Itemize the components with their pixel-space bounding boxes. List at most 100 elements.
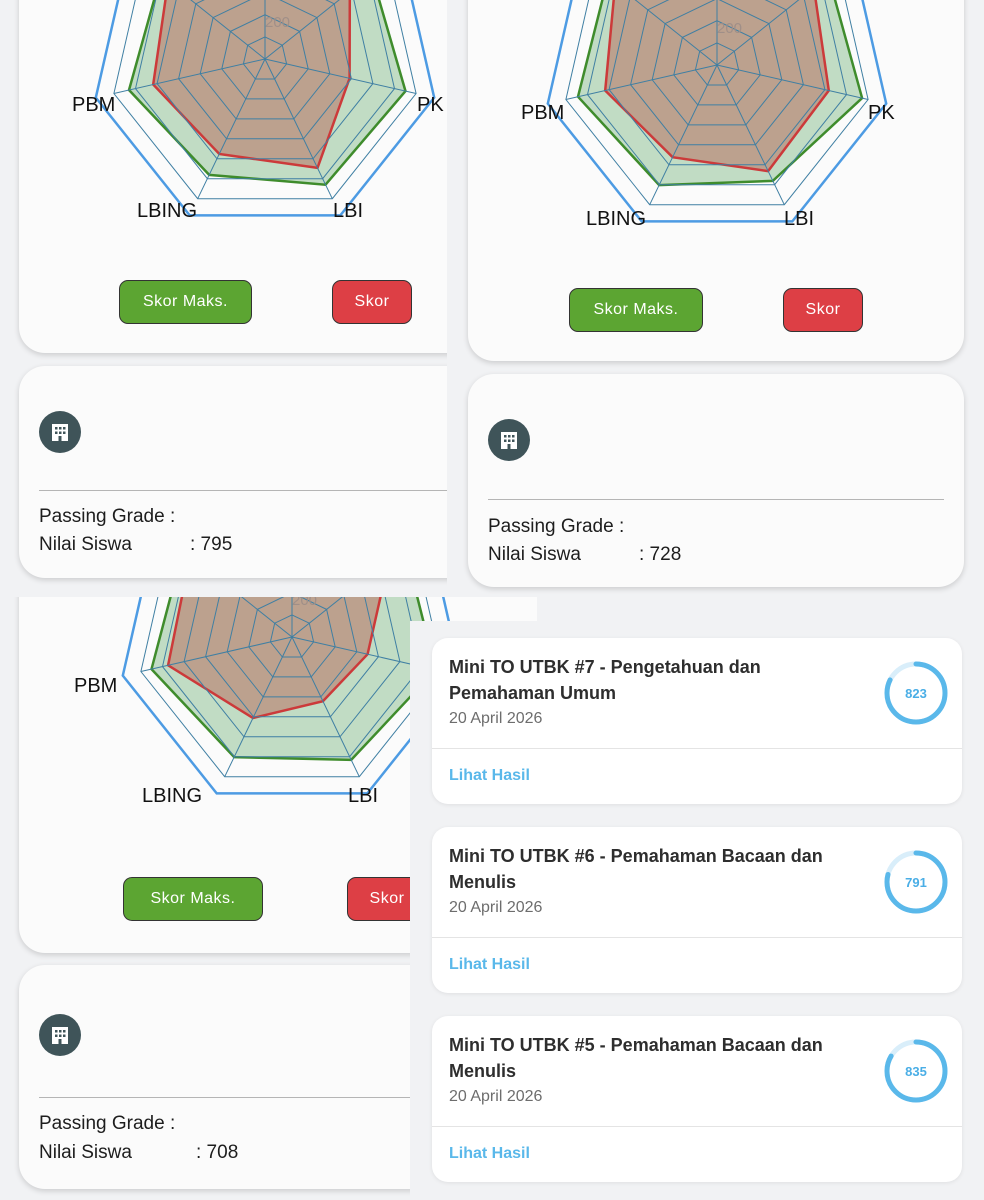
grid-ring <box>140 597 444 778</box>
legend-score-button[interactable]: Skor <box>332 280 412 324</box>
grid-ring <box>178 0 352 140</box>
grid-spoke <box>113 58 266 94</box>
legend-max-score-button[interactable]: Skor Maks. <box>123 877 263 921</box>
axis-label-pbm: PBM <box>521 102 564 124</box>
grid-spoke <box>291 636 360 777</box>
result-card[interactable]: Mini TO UTBK #5 - Pemahaman Bacaan dan M… <box>432 1016 962 1182</box>
grid-ring <box>199 0 331 120</box>
grid-spoke <box>716 64 785 205</box>
axis-label-lbi: LBI <box>348 785 378 807</box>
max-score-outline <box>546 0 888 223</box>
radar-chart: 200 PBM PK LBING LBI <box>521 0 895 230</box>
score-area <box>151 0 352 170</box>
grid-ring <box>673 20 761 106</box>
result-card[interactable]: Mini TO UTBK #6 - Pemahaman Bacaan dan M… <box>432 827 962 993</box>
building-icon <box>488 419 530 461</box>
result-title: Mini TO UTBK #6 - Pemahaman Bacaan dan M… <box>449 846 823 892</box>
ring-progress <box>884 850 948 914</box>
score-area <box>166 597 382 720</box>
grid-ring <box>183 597 401 738</box>
nilai-siswa-label: Nilai Siswa <box>488 544 581 565</box>
grid-spoke <box>649 64 718 205</box>
divider <box>488 499 944 500</box>
grid-ring <box>630 0 804 146</box>
score-value: 823 <box>905 686 927 701</box>
nilai-siswa-value: : 728 <box>639 544 682 565</box>
grid-ring <box>651 0 783 126</box>
grid-ring <box>586 0 848 186</box>
grid-ring <box>221 14 309 100</box>
grid-ring <box>608 0 826 166</box>
score-info-card: Passing Grade : Nilai Siswa : 728 <box>468 374 964 587</box>
result-title: Mini TO UTBK #7 - Pengetahuan dan Pemaha… <box>449 657 761 703</box>
grid-ring <box>242 36 288 80</box>
grid-ring <box>269 614 315 658</box>
legend-max-score-button[interactable]: Skor Maks. <box>119 280 252 324</box>
axis-label-lbi: LBI <box>784 208 814 230</box>
nilai-siswa-value: : 795 <box>190 534 233 555</box>
radar-panel-2: 200 PBM PK LBING LBI Skor Maks. Skor Pas… <box>447 0 984 597</box>
legend-max-score-button[interactable]: Skor Maks. <box>569 288 703 332</box>
passing-grade-label: Passing Grade : <box>39 506 176 527</box>
view-result-link[interactable]: Lihat Hasil <box>449 1145 530 1162</box>
passing-grade-label: Passing Grade : <box>39 1113 176 1134</box>
building-icon <box>39 1014 81 1056</box>
radar-chart: 200 PBM LBING LBI <box>74 597 463 807</box>
grid-spoke <box>716 0 800 66</box>
grid-ring <box>156 0 374 160</box>
axis-label-pk: PK <box>417 94 444 116</box>
radar-chart-card: 200 PBM PK LBING LBI Skor Maks. Skor <box>468 0 964 361</box>
axis-label-pbm: PBM <box>74 675 117 697</box>
grid-spoke <box>716 64 869 100</box>
grid-spoke <box>565 64 718 100</box>
score-value: 791 <box>905 875 927 890</box>
nilai-siswa-label: Nilai Siswa <box>39 534 132 555</box>
axis-label-lbi: LBI <box>333 200 363 222</box>
result-date: 20 April 2026 <box>449 710 543 727</box>
legend-score-button[interactable]: Skor <box>783 288 863 332</box>
grid-ring <box>161 597 423 758</box>
divider <box>432 1126 962 1127</box>
axis-label-lbing: LBING <box>586 208 646 230</box>
result-date: 20 April 2026 <box>449 899 543 916</box>
grid-spoke <box>241 597 293 638</box>
building-icon <box>39 411 81 453</box>
grid-ring <box>226 597 358 698</box>
grid-spoke <box>190 0 266 60</box>
grid-ring <box>248 597 336 678</box>
grid-ring <box>565 0 869 206</box>
score-ring: 791 <box>884 850 948 914</box>
ring-progress <box>884 661 948 725</box>
ring-progress <box>884 1039 948 1103</box>
divider <box>39 490 447 491</box>
grid-spoke <box>264 58 333 199</box>
radar-panel-1: 200 PBM PK LBING LBI Skor Maks. Skor Pas… <box>0 0 447 600</box>
score-ring: 823 <box>884 661 948 725</box>
radar-chart: 200 PBM PK LBING LBI <box>72 0 444 222</box>
grid-spoke <box>264 58 417 94</box>
view-result-link[interactable]: Lihat Hasil <box>449 956 530 973</box>
view-result-link[interactable]: Lihat Hasil <box>449 767 530 784</box>
max-score-outline <box>121 597 463 795</box>
grid-spoke <box>634 0 718 66</box>
divider <box>432 748 962 749</box>
grid-spoke <box>291 597 343 638</box>
result-list: Mini TO UTBK #7 - Pengetahuan dan Pemaha… <box>410 621 984 1200</box>
max-score-outline <box>94 0 436 217</box>
result-title: Mini TO UTBK #5 - Pemahaman Bacaan dan M… <box>449 1035 823 1081</box>
nilai-siswa-value: : 708 <box>196 1142 239 1163</box>
grid-ring <box>113 0 417 200</box>
axis-label-lbing: LBING <box>137 200 197 222</box>
result-date: 20 April 2026 <box>449 1088 543 1105</box>
grid-spoke <box>140 636 293 672</box>
score-value: 835 <box>905 1064 927 1079</box>
grid-spoke <box>264 0 340 60</box>
grid-ring <box>205 597 379 718</box>
score-info-card: Passing Grade : Nilai Siswa : 795 <box>19 366 447 578</box>
radar-chart-card: 200 PBM PK LBING LBI Skor Maks. Skor <box>19 0 447 353</box>
result-card[interactable]: Mini TO UTBK #7 - Pengetahuan dan Pemaha… <box>432 638 962 804</box>
divider <box>39 1097 537 1098</box>
tick-label: 200 <box>292 597 317 609</box>
nilai-siswa-label: Nilai Siswa <box>39 1142 132 1163</box>
grid-ring <box>694 42 740 86</box>
